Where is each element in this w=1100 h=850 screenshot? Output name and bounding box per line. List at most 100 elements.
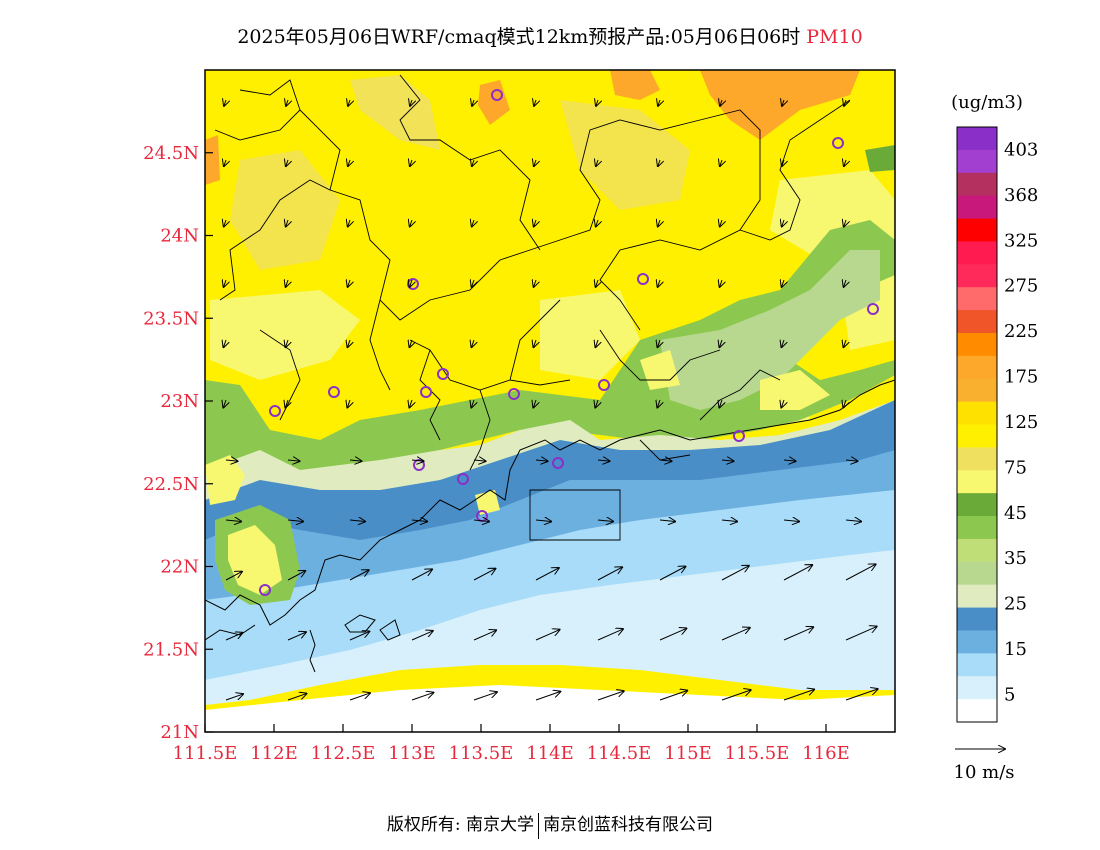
wind-arrow bbox=[721, 690, 751, 701]
wind-arrow bbox=[225, 520, 241, 522]
colorbar-segment bbox=[957, 630, 997, 654]
wind-arrow bbox=[595, 340, 598, 347]
colorbar-label: 15 bbox=[1004, 639, 1027, 660]
colorbar-segment bbox=[957, 470, 997, 494]
colorbar-segment bbox=[957, 355, 997, 380]
wind-arrow bbox=[845, 564, 876, 581]
wind-arrow bbox=[721, 566, 749, 581]
footer-right: 南京创蓝科技有限公司 bbox=[543, 815, 714, 835]
wind-arrow bbox=[720, 220, 722, 227]
wind-arrow bbox=[783, 520, 799, 522]
wind-arrow bbox=[719, 400, 722, 408]
wind-arrow bbox=[473, 630, 496, 641]
colorbar-segment bbox=[957, 332, 997, 357]
city-marker bbox=[437, 368, 449, 380]
wind-arrow bbox=[597, 460, 610, 461]
wind-arrow bbox=[534, 160, 536, 166]
lon-tick-label: 115E bbox=[664, 743, 712, 764]
wind-arrow bbox=[410, 220, 412, 227]
wind-arrow bbox=[844, 280, 846, 287]
wind-arrow bbox=[411, 460, 424, 461]
wind-arrow bbox=[781, 340, 784, 347]
wind-arrow bbox=[533, 400, 536, 408]
wind-arrow bbox=[596, 160, 598, 166]
wind-arrow bbox=[348, 100, 350, 106]
wind-arrow bbox=[721, 460, 734, 461]
admin-boundaries bbox=[214, 74, 851, 541]
colorbar-segment bbox=[957, 310, 997, 334]
wind-arrow bbox=[783, 565, 812, 581]
wind-arrow bbox=[535, 520, 551, 522]
wind-arrow bbox=[349, 693, 370, 701]
city-marker bbox=[637, 273, 649, 285]
lat-tick-label: 24N bbox=[160, 226, 199, 247]
lon-tick-label: 113E bbox=[388, 743, 436, 764]
wind-arrow bbox=[596, 100, 598, 106]
colorbar-segment bbox=[957, 287, 997, 311]
lon-tick-label: 113.5E bbox=[449, 743, 514, 764]
colorbar-segment bbox=[957, 149, 997, 174]
lon-tick-label: 112E bbox=[250, 743, 298, 764]
wind-arrow bbox=[845, 689, 878, 701]
wind-arrow bbox=[223, 400, 226, 408]
colorbar-segment bbox=[957, 584, 997, 609]
colorbar-segment bbox=[957, 516, 997, 540]
wind-arrow bbox=[782, 280, 784, 287]
wind-arrow bbox=[845, 520, 861, 522]
wind-arrow bbox=[348, 220, 350, 227]
lat-tick-label: 23.5N bbox=[143, 308, 199, 329]
city-marker bbox=[598, 379, 610, 391]
wind-arrow bbox=[659, 520, 675, 522]
city-marker bbox=[508, 388, 520, 400]
wind-arrow bbox=[224, 160, 226, 166]
colorbar-segment bbox=[957, 218, 997, 242]
wind-arrow bbox=[411, 631, 433, 641]
wind-arrow bbox=[783, 627, 813, 641]
colorbar: 403 368 325 275 225 175 125 75 45 35 25 15 5 bbox=[956, 126, 1038, 723]
wind-arrow bbox=[781, 400, 784, 408]
footer-left: 版权所有: 南京大学 bbox=[386, 815, 535, 835]
wind-arrow bbox=[287, 460, 300, 461]
colorbar-label: 5 bbox=[1004, 684, 1015, 705]
wind-arrow bbox=[225, 633, 242, 641]
colorbar-segment bbox=[957, 401, 997, 425]
wind-arrow bbox=[534, 220, 536, 227]
lon-tick-label: 112.5E bbox=[311, 743, 376, 764]
colorbar-unit: (ug/m3) bbox=[951, 92, 1023, 113]
wind-arrow bbox=[595, 400, 598, 408]
wind-arrow bbox=[844, 160, 846, 166]
wind-arrow bbox=[720, 280, 722, 287]
lon-tick-label: 111.5E bbox=[173, 743, 238, 764]
colorbar-segment bbox=[957, 561, 997, 586]
wind-arrow bbox=[410, 280, 412, 287]
colorbar-segment bbox=[957, 538, 997, 563]
wind-arrow bbox=[657, 400, 660, 408]
wind-vectors bbox=[223, 100, 878, 701]
city-marker bbox=[328, 386, 340, 398]
wind-arrow bbox=[472, 220, 474, 227]
wind-arrow bbox=[471, 340, 474, 347]
wind-arrow bbox=[285, 400, 288, 408]
lat-tick-label: 21.5N bbox=[143, 639, 199, 660]
wind-arrow bbox=[719, 340, 722, 347]
lat-tick-label: 24.5N bbox=[143, 143, 199, 164]
wind-arrow bbox=[721, 628, 750, 641]
colorbar-label: 75 bbox=[1004, 457, 1027, 478]
colorbar-frame bbox=[956, 126, 998, 723]
wind-arrow bbox=[411, 569, 432, 581]
wind-arrow bbox=[473, 569, 495, 581]
wind-arrow bbox=[783, 689, 814, 701]
colorbar-label: 35 bbox=[1004, 548, 1027, 569]
wind-arrow bbox=[409, 400, 412, 408]
wind-arrow bbox=[659, 460, 672, 461]
title-pollutant: PM10 bbox=[806, 26, 863, 48]
colorbar-segment bbox=[957, 264, 997, 288]
wind-arrow bbox=[286, 280, 288, 287]
colorbar-segment bbox=[957, 607, 997, 631]
colorbar-segment bbox=[957, 653, 997, 677]
lat-tick-label: 22.5N bbox=[143, 474, 199, 495]
map-title: 2025年05月06日WRF/cmaq模式12km预报产品:05月06日06时 P… bbox=[0, 22, 1100, 49]
wind-arrow bbox=[597, 520, 613, 522]
wind-arrow bbox=[659, 628, 686, 641]
